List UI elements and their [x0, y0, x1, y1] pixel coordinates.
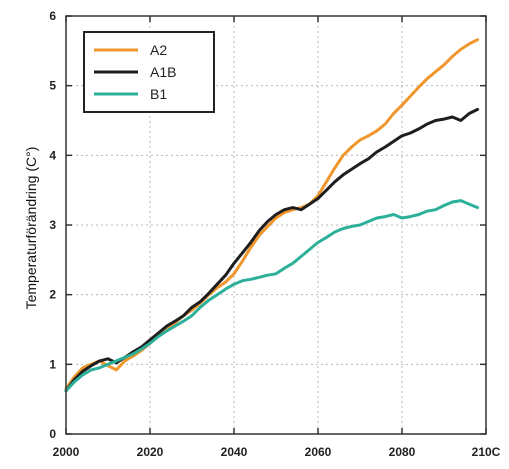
- y-tick-label: 6: [49, 9, 56, 23]
- y-tick-label: 4: [49, 148, 56, 162]
- legend-label-a1b: A1B: [150, 64, 176, 80]
- x-tick-label: 210C: [472, 445, 501, 459]
- y-tick-label: 0: [49, 427, 56, 441]
- legend-label-a2: A2: [150, 42, 167, 58]
- y-tick-label: 2: [49, 288, 56, 302]
- axis-layer: 2000 2020 2040 2060 2080 210C 0 1 2 3 4 5 6: [49, 9, 500, 459]
- y-tick-label: 5: [49, 79, 56, 93]
- y-axis-title: Temperaturförändring (C°): [23, 147, 39, 310]
- y-tick-label: 3: [49, 218, 56, 232]
- x-tick-label: 2000: [53, 445, 80, 459]
- series-line-b1: [64, 199, 480, 393]
- x-tick-label: 2060: [305, 445, 332, 459]
- legend: A2 A1B B1: [83, 31, 215, 113]
- series-line-a2: [64, 38, 480, 391]
- x-tick-label: 2080: [389, 445, 416, 459]
- legend-label-b1: B1: [150, 86, 167, 102]
- series-layer: [64, 38, 480, 393]
- x-tick-label: 2020: [137, 445, 164, 459]
- series-line-a1b: [64, 107, 480, 393]
- x-tick-label: 2040: [221, 445, 248, 459]
- y-tick-label: 1: [49, 357, 56, 371]
